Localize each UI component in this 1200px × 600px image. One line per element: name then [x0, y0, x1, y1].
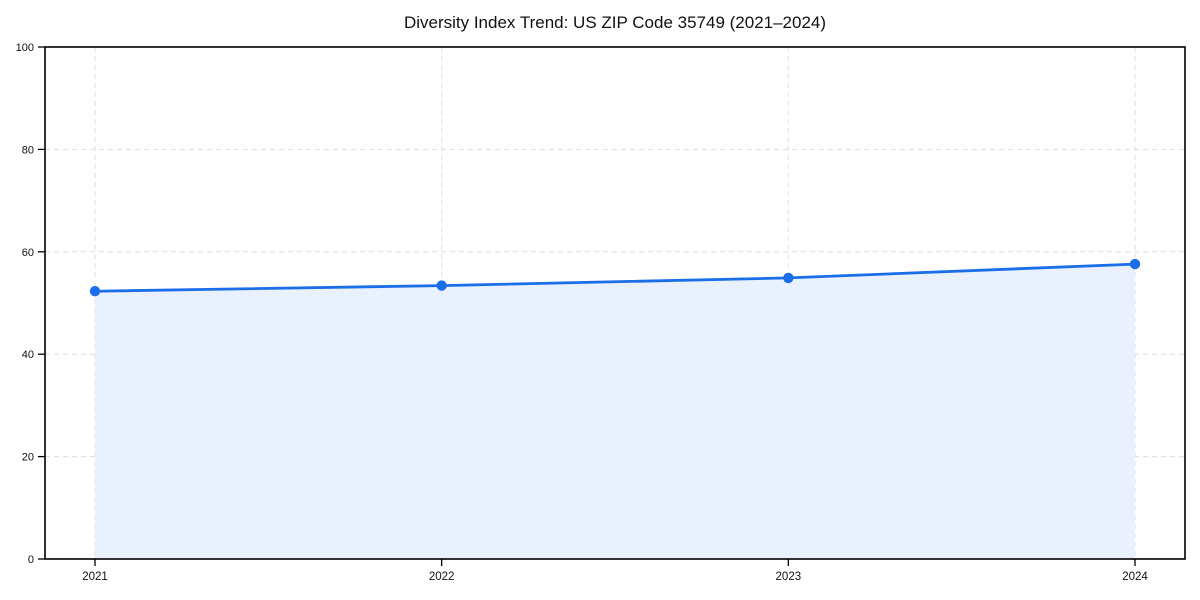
y-tick-label: 40	[22, 349, 34, 361]
y-tick-label: 20	[22, 452, 34, 464]
data-point	[1129, 258, 1141, 270]
trend-line	[93, 262, 1137, 293]
x-tick-label: 2022	[429, 571, 455, 583]
y-tick-label: 0	[28, 554, 34, 566]
x-tick-label: 2021	[82, 571, 108, 583]
area-fill	[95, 264, 1135, 559]
data-point	[436, 280, 447, 291]
plot-frame	[44, 46, 1186, 560]
x-tick-label: 2024	[1122, 571, 1148, 583]
x-tick-label: 2023	[776, 571, 802, 583]
y-tick-label: 60	[22, 247, 34, 259]
y-tick-label: 100	[16, 42, 34, 54]
data-point	[783, 272, 794, 284]
y-tick-label: 80	[22, 144, 34, 156]
data-point	[89, 286, 101, 297]
chart-title: Diversity Index Trend: US ZIP Code 35749…	[403, 13, 827, 32]
